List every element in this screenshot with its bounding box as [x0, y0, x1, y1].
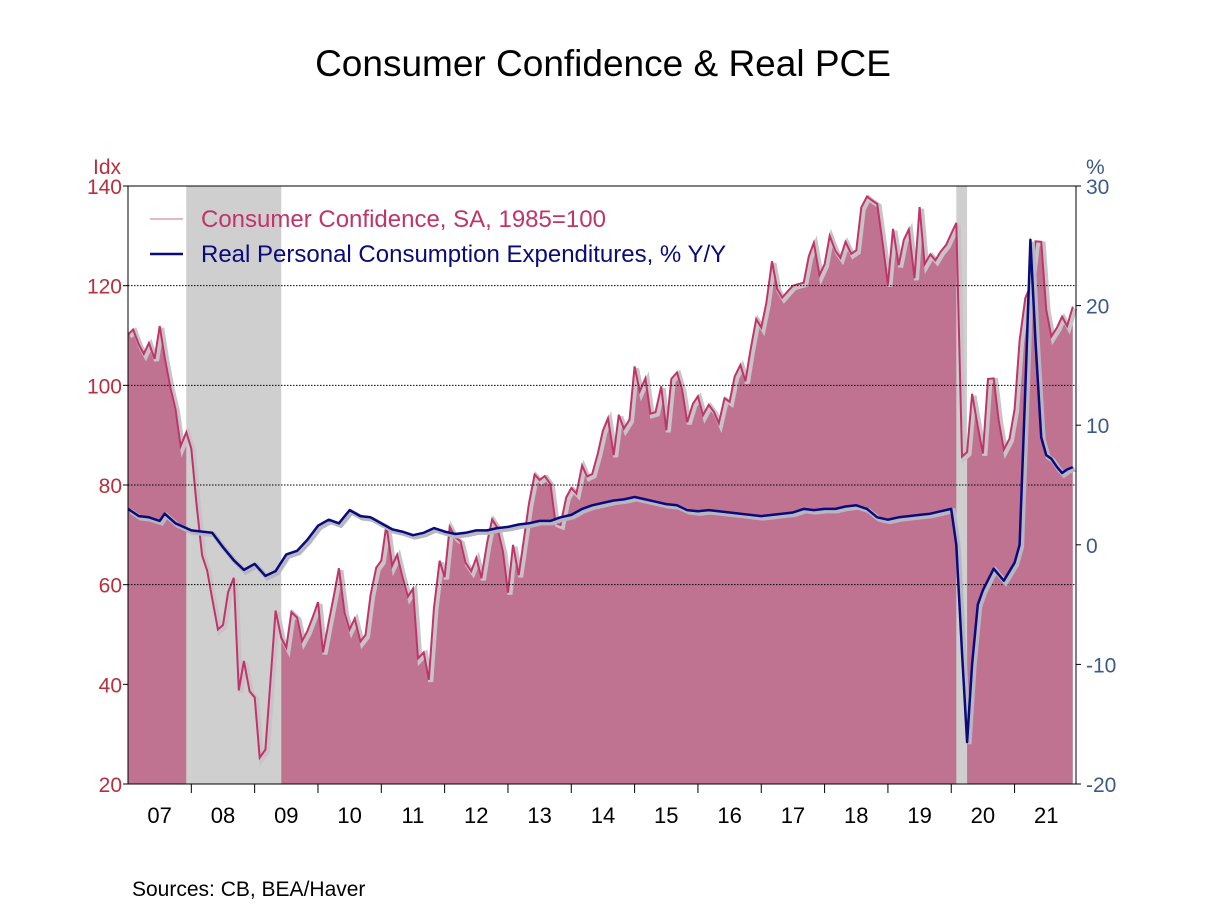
right-axis-unit: % [1086, 156, 1105, 179]
left-tick-label: 100 [87, 375, 122, 398]
x-tick-label: 08 [211, 803, 235, 828]
legend-label: Real Personal Consumption Expenditures, … [201, 241, 726, 268]
left-tick-label: 140 [87, 176, 122, 199]
right-tick-label: 0 [1086, 535, 1098, 558]
x-tick-label: 13 [527, 803, 551, 828]
x-tick-label: 16 [717, 803, 741, 828]
x-tick-label: 21 [1034, 803, 1058, 828]
x-tick-label: 12 [464, 803, 488, 828]
x-tick-label: 20 [971, 803, 995, 828]
right-tick-label: 30 [1086, 176, 1109, 199]
right-tick-label: 20 [1086, 296, 1109, 319]
x-tick-label: 19 [907, 803, 931, 828]
legend-label: Consumer Confidence, SA, 1985=100 [201, 206, 606, 233]
x-tick-label: 15 [654, 803, 678, 828]
plot-area: 20 40 60 80 100 120 140 -20 -10 0 10 20 30 07 08 09 10 11… [87, 176, 1116, 828]
left-tick-label: 120 [87, 276, 122, 299]
left-tick-label: 60 [99, 575, 122, 598]
left-tick-label: 20 [99, 774, 122, 797]
left-tick-label: 40 [99, 674, 122, 697]
x-tick-label: 09 [274, 803, 298, 828]
x-tick-label: 11 [402, 803, 425, 828]
x-tick-label: 17 [781, 803, 805, 828]
confidence-line [128, 194, 1074, 761]
left-tick-label: 80 [99, 475, 122, 498]
pce-line [128, 238, 1074, 744]
x-tick-label: 14 [591, 803, 615, 828]
right-tick-label: -10 [1086, 654, 1116, 677]
left-axis-unit: Idx [93, 156, 122, 179]
right-tick-label: 10 [1086, 415, 1109, 438]
chart-title: Consumer Confidence & Real PCE [315, 43, 891, 84]
recession-band-2 [956, 186, 968, 784]
right-tick-label: -20 [1086, 774, 1116, 797]
source-note: Sources: CB, BEA/Haver [132, 878, 365, 901]
x-tick-label: 07 [147, 803, 171, 828]
x-tick-label: 18 [844, 803, 868, 828]
pce-line-shadow [130, 241, 1076, 745]
confidence-line-shadow [130, 194, 1078, 767]
x-tick-label: 10 [337, 803, 361, 828]
